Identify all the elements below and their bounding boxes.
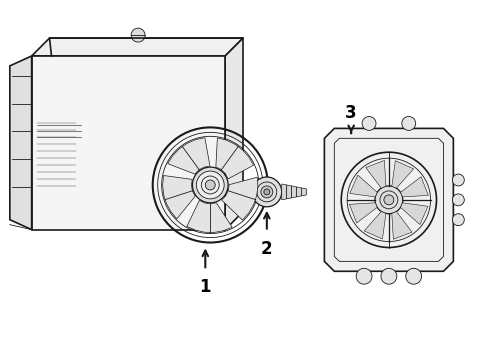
Circle shape — [131, 28, 145, 42]
Circle shape — [252, 177, 282, 207]
Circle shape — [362, 117, 376, 130]
Circle shape — [406, 268, 421, 284]
Polygon shape — [10, 56, 32, 230]
Polygon shape — [187, 201, 232, 233]
Circle shape — [205, 180, 215, 190]
Polygon shape — [292, 186, 296, 198]
Circle shape — [264, 192, 270, 197]
Polygon shape — [163, 175, 195, 219]
Circle shape — [260, 185, 274, 199]
Polygon shape — [32, 38, 243, 56]
Circle shape — [381, 268, 397, 284]
Polygon shape — [32, 56, 225, 230]
Polygon shape — [221, 177, 258, 220]
Circle shape — [452, 174, 465, 186]
Circle shape — [375, 186, 403, 214]
Polygon shape — [400, 177, 428, 197]
Text: 2: 2 — [261, 239, 272, 257]
Polygon shape — [364, 212, 386, 239]
Polygon shape — [392, 212, 412, 239]
Polygon shape — [301, 188, 307, 196]
Circle shape — [196, 171, 224, 199]
Text: 1: 1 — [199, 278, 211, 296]
Circle shape — [452, 214, 465, 226]
Polygon shape — [282, 184, 287, 200]
Polygon shape — [287, 185, 292, 199]
Polygon shape — [400, 203, 428, 225]
Circle shape — [262, 188, 272, 198]
Polygon shape — [216, 138, 254, 179]
Polygon shape — [296, 187, 301, 197]
Polygon shape — [366, 161, 386, 188]
Text: 3: 3 — [345, 104, 357, 122]
Circle shape — [263, 190, 271, 198]
Polygon shape — [349, 203, 377, 223]
Circle shape — [452, 194, 465, 206]
Circle shape — [264, 189, 270, 195]
Circle shape — [384, 195, 394, 205]
Polygon shape — [324, 129, 453, 271]
Polygon shape — [350, 175, 377, 197]
Polygon shape — [168, 138, 210, 174]
Circle shape — [402, 117, 416, 130]
Circle shape — [261, 186, 273, 198]
Polygon shape — [392, 161, 414, 188]
Circle shape — [356, 268, 372, 284]
Polygon shape — [225, 38, 243, 230]
Circle shape — [193, 167, 228, 203]
